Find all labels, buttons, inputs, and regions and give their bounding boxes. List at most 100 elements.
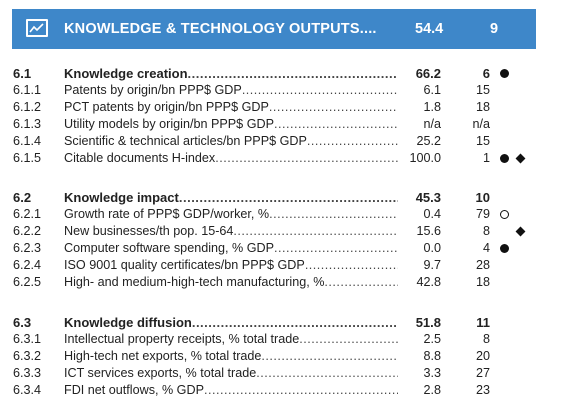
marker [515, 226, 526, 237]
indicator-rank: 4 [482, 241, 490, 255]
indicator-label: Knowledge diffusion.....................… [64, 315, 398, 330]
indicator-row: 6.1.5 Citable documents H-index..........… [0, 150, 574, 167]
indicator-code: 6.3.4 [13, 383, 42, 397]
indicator-row: 6.3.3 ICT services exports, % total trade… [0, 365, 574, 382]
indicator-row: 6.2.3 Computer software spending, % GDP..… [0, 240, 574, 257]
indicator-label: Citable documents H-index...............… [64, 151, 398, 165]
indicator-rank: 18 [475, 100, 490, 114]
indicator-score: 66.2 [415, 66, 441, 81]
indicator-rank: 20 [475, 349, 490, 363]
indicator-rank: 15 [475, 83, 490, 97]
indicator-rank: n/a [472, 117, 490, 131]
indicator-label: FDI net outflows, % GDP.................… [64, 383, 398, 397]
indicator-code: 6.1.3 [13, 117, 42, 131]
indicator-score: 9.7 [423, 258, 441, 272]
indicator-code: 6.2 [13, 190, 32, 205]
indicator-rank: 11 [476, 315, 490, 330]
indicator-row: 6.2.1 Growth rate of PPP$ GDP/worker, %..… [0, 206, 574, 223]
indicator-score: 100.0 [409, 151, 441, 165]
section-row: 6.3 Knowledge diffusion..................… [0, 314, 574, 331]
indicator-label: PCT patents by origin/bn PPP$ GDP.......… [64, 100, 398, 114]
indicator-code: 6.2.4 [13, 258, 42, 272]
pillar-score: 54.4 [415, 21, 444, 37]
indicator-row: 6.2.5 High- and medium-high-tech manufact… [0, 274, 574, 291]
indicator-score: 3.3 [423, 366, 441, 380]
indicator-label: High- and medium-high-tech manufacturing… [64, 275, 398, 289]
indicator-label: Intellectual property receipts, % total … [64, 332, 398, 346]
indicator-label: Computer software spending, % GDP.......… [64, 241, 398, 255]
indicator-score: 45.3 [415, 190, 441, 205]
indicator-code: 6.3.1 [13, 332, 42, 346]
marker [500, 154, 509, 163]
indicator-rank: 28 [475, 258, 490, 272]
indicator-rank: 6 [482, 66, 490, 81]
diamond-icon [515, 226, 526, 237]
indicator-score: 1.8 [423, 100, 441, 114]
section-row: 6.1 Knowledge creation...................… [0, 65, 574, 82]
indicator-row: 6.1.3 Utility models by origin/bn PPP$ GD… [0, 116, 574, 133]
indicator-label: New businesses/th pop. 15-64............… [64, 224, 398, 238]
indicator-row: 6.1.4 Scientific & technical articles/bn … [0, 133, 574, 150]
indicator-label: Utility models by origin/bn PPP$ GDP....… [64, 117, 398, 131]
indicator-row: 6.3.1 Intellectual property receipts, % t… [0, 331, 574, 348]
marker [515, 153, 526, 164]
marker [500, 69, 509, 78]
indicator-code: 6.3.3 [13, 366, 42, 380]
indicator-score: 0.4 [423, 207, 441, 221]
indicator-code: 6.2.3 [13, 241, 42, 255]
indicator-score: 2.8 [423, 383, 441, 397]
indicator-label: High-tech net exports, % total trade....… [64, 349, 398, 363]
indicator-label: ICT services exports, % total trade.....… [64, 366, 398, 380]
indicator-score: 2.5 [423, 332, 441, 346]
indicator-score: 6.1 [423, 83, 441, 97]
strength-dot-icon [500, 154, 509, 163]
indicator-rank: 79 [475, 207, 490, 221]
indicator-code: 6.2.5 [13, 275, 42, 289]
indicator-row: 6.1.1 Patents by origin/bn PPP$ GDP......… [0, 82, 574, 99]
strength-dot-icon [500, 69, 509, 78]
indicator-label: Knowledge impact........................… [64, 190, 398, 205]
section-row: 6.2 Knowledge impact.....................… [0, 189, 574, 206]
indicator-score: 0.0 [423, 241, 441, 255]
indicator-rank: 10 [475, 190, 490, 205]
indicator-label: Knowledge creation......................… [64, 66, 398, 81]
indicator-score: 25.2 [416, 134, 441, 148]
indicator-code: 6.1.4 [13, 134, 42, 148]
indicator-code: 6.1.5 [13, 151, 42, 165]
indicator-code: 6.2.2 [13, 224, 42, 238]
marker [500, 210, 509, 219]
diamond-icon [515, 153, 526, 164]
indicator-code: 6.1.1 [13, 83, 42, 97]
pillar-rank: 9 [490, 21, 499, 37]
indicator-code: 6.1.2 [13, 100, 42, 114]
indicator-code: 6.2.1 [13, 207, 42, 221]
indicator-rank: 15 [475, 134, 490, 148]
indicator-rank: 18 [475, 275, 490, 289]
indicator-row: 6.1.2 PCT patents by origin/bn PPP$ GDP..… [0, 99, 574, 116]
indicator-code: 6.1 [13, 66, 32, 81]
indicator-code: 6.3.2 [13, 349, 42, 363]
indicator-row: 6.2.2 New businesses/th pop. 15-64.......… [0, 223, 574, 240]
line-chart-icon [26, 19, 48, 37]
indicator-score: 8.8 [423, 349, 441, 363]
weakness-circle-icon [500, 210, 509, 219]
indicator-code: 6.3 [13, 315, 32, 330]
indicator-label: Patents by origin/bn PPP$ GDP...........… [64, 83, 398, 97]
indicator-rank: 8 [482, 224, 490, 238]
indicator-score: n/a [423, 117, 441, 131]
indicator-row: 6.3.2 High-tech net exports, % total trad… [0, 348, 574, 365]
indicator-score: 15.6 [416, 224, 441, 238]
indicator-label: Growth rate of PPP$ GDP/worker, %.......… [64, 207, 398, 221]
indicator-rank: 23 [475, 383, 490, 397]
indicator-label: Scientific & technical articles/bn PPP$ … [64, 134, 398, 148]
indicator-score: 51.8 [415, 315, 441, 330]
indicator-rank: 1 [482, 151, 490, 165]
indicator-row: 6.2.4 ISO 9001 quality certificates/bn PP… [0, 257, 574, 274]
pillar-title: KNOWLEDGE & TECHNOLOGY OUTPUTS.... [64, 21, 377, 37]
strength-dot-icon [500, 244, 509, 253]
indicator-label: ISO 9001 quality certificates/bn PPP$ GD… [64, 258, 398, 272]
indicator-score: 42.8 [416, 275, 441, 289]
marker [500, 244, 509, 253]
pillar-header: KNOWLEDGE & TECHNOLOGY OUTPUTS.... 54.4 … [12, 9, 536, 49]
indicator-rank: 8 [482, 332, 490, 346]
